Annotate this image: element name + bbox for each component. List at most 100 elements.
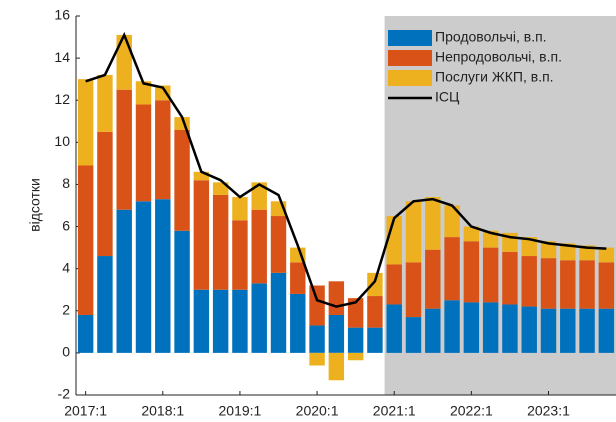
bar	[598, 308, 615, 353]
bar	[193, 289, 210, 353]
bar	[540, 241, 557, 259]
bar	[405, 201, 422, 263]
bar	[502, 251, 518, 305]
bar	[116, 89, 132, 210]
bar	[212, 194, 229, 290]
bar	[540, 258, 557, 309]
bar	[579, 260, 595, 309]
bar	[135, 201, 152, 353]
bar	[425, 197, 441, 250]
bar	[328, 314, 345, 353]
y-tick-label: 10	[54, 133, 70, 149]
bar	[328, 352, 345, 381]
legend-label: Продовольчі, в.п.	[435, 29, 547, 45]
legend-swatch	[388, 50, 432, 66]
legend-label: Непродовольчі, в.п.	[435, 49, 562, 65]
bar	[155, 85, 171, 101]
bar	[251, 209, 267, 284]
bar	[405, 317, 422, 353]
bar	[174, 129, 190, 231]
bar	[77, 165, 94, 315]
bar	[193, 171, 210, 181]
bar	[116, 209, 132, 353]
bar	[309, 325, 325, 353]
y-tick-label: 2	[62, 301, 70, 317]
bar	[97, 256, 113, 353]
bar	[521, 306, 537, 353]
bar	[251, 182, 267, 210]
bar	[367, 272, 383, 297]
y-tick-label: 14	[54, 49, 70, 65]
y-tick-label: 0	[62, 344, 70, 360]
y-axis-label: відсотки	[27, 178, 43, 232]
bar	[444, 205, 460, 238]
x-tick-label: 2019:1	[219, 403, 262, 419]
bar	[425, 308, 441, 353]
bar	[463, 226, 480, 242]
bar	[463, 302, 480, 353]
bar	[560, 260, 576, 309]
bar	[444, 237, 460, 301]
bar	[425, 249, 441, 309]
bar	[270, 272, 287, 353]
bar	[232, 289, 248, 353]
bar	[135, 81, 152, 105]
legend-label: Послуги ЖКП, в.п.	[435, 69, 554, 85]
legend-label: ІСЦ	[435, 89, 460, 105]
bar	[560, 308, 576, 353]
bar	[386, 304, 402, 353]
y-tick-label: 12	[54, 91, 70, 107]
bar	[598, 262, 615, 309]
bar	[193, 180, 210, 290]
bar	[155, 100, 171, 200]
bar	[502, 304, 518, 353]
y-tick-label: -2	[58, 386, 71, 402]
bar	[270, 216, 287, 273]
bar	[463, 241, 480, 303]
x-tick-label: 2023:1	[527, 403, 570, 419]
x-tick-label: 2022:1	[450, 403, 493, 419]
bar	[232, 220, 248, 290]
bar	[135, 104, 152, 202]
bar	[155, 199, 171, 353]
bar	[367, 327, 383, 353]
bar	[347, 352, 364, 361]
bar	[444, 300, 460, 353]
bar	[579, 308, 595, 353]
bar	[174, 230, 190, 353]
bar	[77, 79, 94, 166]
bar	[482, 302, 499, 353]
bar	[347, 327, 364, 353]
bar	[540, 308, 557, 353]
bar	[212, 289, 229, 353]
y-tick-label: 4	[62, 259, 70, 275]
bar	[251, 283, 267, 353]
legend-swatch	[388, 30, 432, 46]
legend-swatch	[388, 70, 432, 86]
bar	[116, 34, 132, 90]
bar	[560, 243, 576, 261]
bar	[97, 74, 113, 132]
bar	[290, 262, 306, 294]
bar	[290, 293, 306, 353]
bar	[386, 216, 402, 265]
bar	[232, 197, 248, 221]
bar	[367, 296, 383, 328]
bar	[521, 237, 537, 257]
x-tick-label: 2021:1	[373, 403, 416, 419]
bar	[309, 352, 325, 366]
bar	[77, 314, 94, 353]
x-tick-label: 2018:1	[141, 403, 184, 419]
bar	[212, 182, 229, 195]
bar	[405, 262, 422, 318]
bar	[328, 281, 345, 315]
bar	[386, 264, 402, 305]
x-tick-label: 2020:1	[296, 403, 339, 419]
line	[85, 31, 607, 308]
bar	[521, 256, 537, 307]
x-tick-label: 2017:1	[64, 403, 107, 419]
bar	[97, 131, 113, 257]
y-tick-label: 16	[54, 7, 70, 23]
bar	[347, 298, 364, 328]
